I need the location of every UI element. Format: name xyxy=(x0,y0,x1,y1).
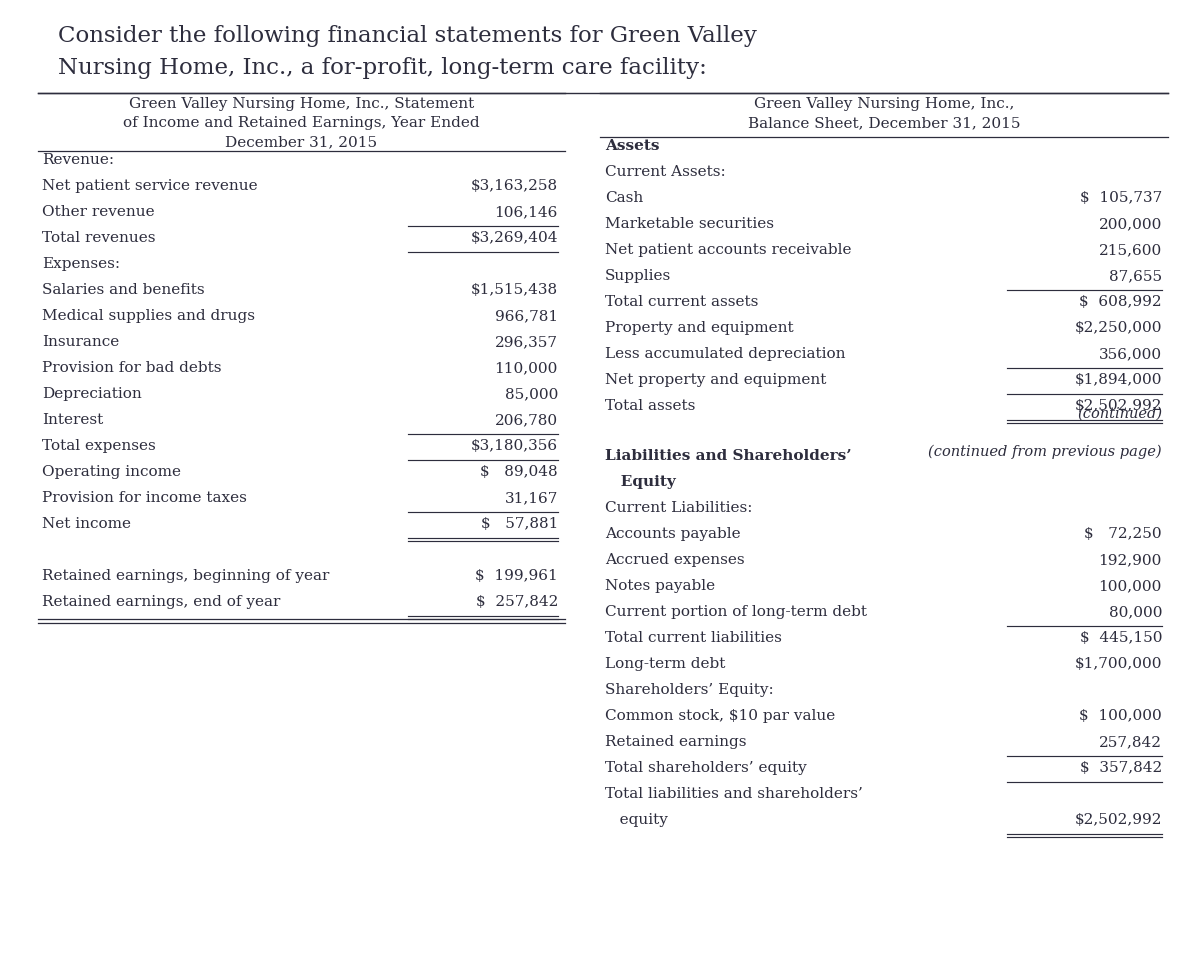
Text: Net property and equipment: Net property and equipment xyxy=(605,373,827,387)
Text: 257,842: 257,842 xyxy=(1099,735,1162,749)
Text: $  357,842: $ 357,842 xyxy=(1080,761,1162,775)
Text: $  257,842: $ 257,842 xyxy=(475,595,558,609)
Text: Accounts payable: Accounts payable xyxy=(605,527,740,541)
Text: $1,700,000: $1,700,000 xyxy=(1074,657,1162,671)
Text: Total current assets: Total current assets xyxy=(605,295,758,309)
Text: Total revenues: Total revenues xyxy=(42,231,156,245)
Text: Expenses:: Expenses: xyxy=(42,257,120,271)
Text: Retained earnings, end of year: Retained earnings, end of year xyxy=(42,595,281,609)
Text: 200,000: 200,000 xyxy=(1099,217,1162,231)
Text: $2,502,992: $2,502,992 xyxy=(1074,399,1162,413)
Text: $2,502,992: $2,502,992 xyxy=(1074,813,1162,827)
Text: Medical supplies and drugs: Medical supplies and drugs xyxy=(42,309,256,323)
Text: Current portion of long-term debt: Current portion of long-term debt xyxy=(605,605,866,619)
Text: 192,900: 192,900 xyxy=(1099,553,1162,567)
Text: 110,000: 110,000 xyxy=(494,361,558,375)
Text: Other revenue: Other revenue xyxy=(42,205,155,219)
Text: $2,250,000: $2,250,000 xyxy=(1074,321,1162,335)
Text: Total expenses: Total expenses xyxy=(42,439,156,453)
Text: $3,180,356: $3,180,356 xyxy=(470,439,558,453)
Text: Current Assets:: Current Assets: xyxy=(605,165,726,179)
Text: Marketable securities: Marketable securities xyxy=(605,217,774,231)
Text: Long-term debt: Long-term debt xyxy=(605,657,725,671)
Text: 966,781: 966,781 xyxy=(494,309,558,323)
Text: Operating income: Operating income xyxy=(42,465,181,479)
Text: 100,000: 100,000 xyxy=(1099,579,1162,593)
Text: Retained earnings: Retained earnings xyxy=(605,735,746,749)
Text: Less accumulated depreciation: Less accumulated depreciation xyxy=(605,347,846,361)
Text: Revenue:: Revenue: xyxy=(42,153,114,167)
Text: Total assets: Total assets xyxy=(605,399,695,413)
Text: Depreciation: Depreciation xyxy=(42,387,142,401)
Text: Cash: Cash xyxy=(605,191,643,205)
Text: Equity: Equity xyxy=(605,475,676,489)
Text: $  100,000: $ 100,000 xyxy=(1079,709,1162,723)
Text: Notes payable: Notes payable xyxy=(605,579,715,593)
Text: $  105,737: $ 105,737 xyxy=(1080,191,1162,205)
Text: Property and equipment: Property and equipment xyxy=(605,321,793,335)
Text: $  199,961: $ 199,961 xyxy=(475,569,558,583)
Text: Supplies: Supplies xyxy=(605,269,671,283)
Text: 206,780: 206,780 xyxy=(494,413,558,427)
Text: $1,515,438: $1,515,438 xyxy=(470,283,558,297)
Text: Common stock, $10 par value: Common stock, $10 par value xyxy=(605,709,835,723)
Text: 85,000: 85,000 xyxy=(505,387,558,401)
Text: Green Valley Nursing Home, Inc.,
Balance Sheet, December 31, 2015: Green Valley Nursing Home, Inc., Balance… xyxy=(748,97,1020,130)
Text: 80,000: 80,000 xyxy=(1109,605,1162,619)
Text: 106,146: 106,146 xyxy=(494,205,558,219)
Text: Net income: Net income xyxy=(42,517,131,531)
Text: Nursing Home, Inc., a for-profit, long-term care facility:: Nursing Home, Inc., a for-profit, long-t… xyxy=(58,57,707,79)
Text: Net patient service revenue: Net patient service revenue xyxy=(42,179,258,193)
Text: Total shareholders’ equity: Total shareholders’ equity xyxy=(605,761,806,775)
Text: Provision for income taxes: Provision for income taxes xyxy=(42,491,247,505)
Text: 356,000: 356,000 xyxy=(1099,347,1162,361)
Text: equity: equity xyxy=(605,813,668,827)
Text: Liabilities and Shareholders’: Liabilities and Shareholders’ xyxy=(605,449,852,463)
Text: Current Liabilities:: Current Liabilities: xyxy=(605,501,752,515)
Text: $   89,048: $ 89,048 xyxy=(480,465,558,479)
Text: $1,894,000: $1,894,000 xyxy=(1074,373,1162,387)
Text: Total current liabilities: Total current liabilities xyxy=(605,631,782,645)
Text: $3,163,258: $3,163,258 xyxy=(470,179,558,193)
Text: Interest: Interest xyxy=(42,413,103,427)
Text: (continued): (continued) xyxy=(1076,407,1162,421)
Text: Net patient accounts receivable: Net patient accounts receivable xyxy=(605,243,852,257)
Text: $   57,881: $ 57,881 xyxy=(481,517,558,531)
Text: Retained earnings, beginning of year: Retained earnings, beginning of year xyxy=(42,569,329,583)
Text: $  608,992: $ 608,992 xyxy=(1079,295,1162,309)
Text: Salaries and benefits: Salaries and benefits xyxy=(42,283,205,297)
Text: Accrued expenses: Accrued expenses xyxy=(605,553,745,567)
Text: (continued from previous page): (continued from previous page) xyxy=(929,445,1162,459)
Text: 296,357: 296,357 xyxy=(496,335,558,349)
Text: Green Valley Nursing Home, Inc., Statement
of Income and Retained Earnings, Year: Green Valley Nursing Home, Inc., Stateme… xyxy=(124,97,480,149)
Text: $3,269,404: $3,269,404 xyxy=(470,231,558,245)
Text: $  445,150: $ 445,150 xyxy=(1080,631,1162,645)
Text: Insurance: Insurance xyxy=(42,335,119,349)
Text: Provision for bad debts: Provision for bad debts xyxy=(42,361,222,375)
Text: 31,167: 31,167 xyxy=(505,491,558,505)
Text: Consider the following financial statements for Green Valley: Consider the following financial stateme… xyxy=(58,25,757,47)
Text: Total liabilities and shareholders’: Total liabilities and shareholders’ xyxy=(605,787,863,801)
Text: 215,600: 215,600 xyxy=(1099,243,1162,257)
Text: Assets: Assets xyxy=(605,139,660,153)
Text: 87,655: 87,655 xyxy=(1109,269,1162,283)
Text: Shareholders’ Equity:: Shareholders’ Equity: xyxy=(605,683,774,697)
Text: $   72,250: $ 72,250 xyxy=(1085,527,1162,541)
